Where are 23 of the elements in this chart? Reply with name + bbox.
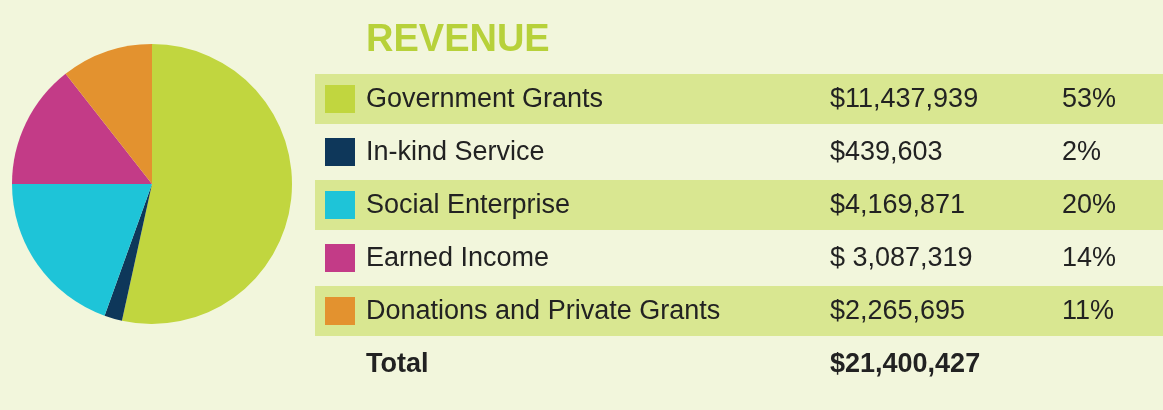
legend-label: Donations and Private Grants bbox=[366, 295, 721, 325]
legend-label: In-kind Service bbox=[366, 136, 545, 166]
text: 20% bbox=[1062, 189, 1117, 219]
pie-slice bbox=[121, 44, 292, 324]
text: Total bbox=[366, 348, 429, 378]
legend-label: Government Grants bbox=[366, 83, 604, 113]
text: 2% bbox=[1062, 136, 1102, 166]
data-label: $4,169,871 bbox=[830, 189, 966, 219]
text: 14% bbox=[1062, 242, 1117, 272]
text: $21,400,427 bbox=[830, 348, 981, 378]
pie-slice bbox=[65, 44, 152, 184]
text: 11% bbox=[1062, 295, 1115, 325]
data-label: $11,437,939 bbox=[830, 83, 979, 113]
chart-title: REVENUE bbox=[366, 17, 550, 59]
pie-slice bbox=[12, 184, 152, 316]
pie-slice bbox=[12, 73, 152, 185]
pie-slice bbox=[104, 184, 152, 321]
data-label: $2,265,695 bbox=[830, 295, 966, 325]
text: 53% bbox=[1062, 83, 1117, 113]
data-label: $ 3,087,319 bbox=[830, 242, 973, 272]
data-label: $439,603 bbox=[830, 136, 943, 166]
legend-label: Earned Income bbox=[366, 242, 550, 272]
legend-label: Social Enterprise bbox=[366, 189, 571, 219]
